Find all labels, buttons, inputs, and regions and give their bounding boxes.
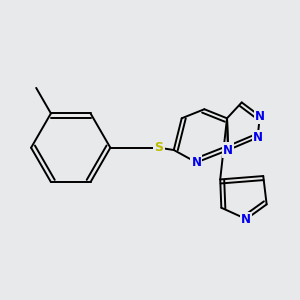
- Text: N: N: [241, 213, 251, 226]
- Text: N: N: [223, 143, 233, 157]
- Text: N: N: [253, 131, 262, 144]
- Text: S: S: [154, 141, 164, 154]
- Text: S: S: [154, 141, 164, 154]
- Text: N: N: [255, 110, 265, 122]
- Text: N: N: [191, 156, 201, 169]
